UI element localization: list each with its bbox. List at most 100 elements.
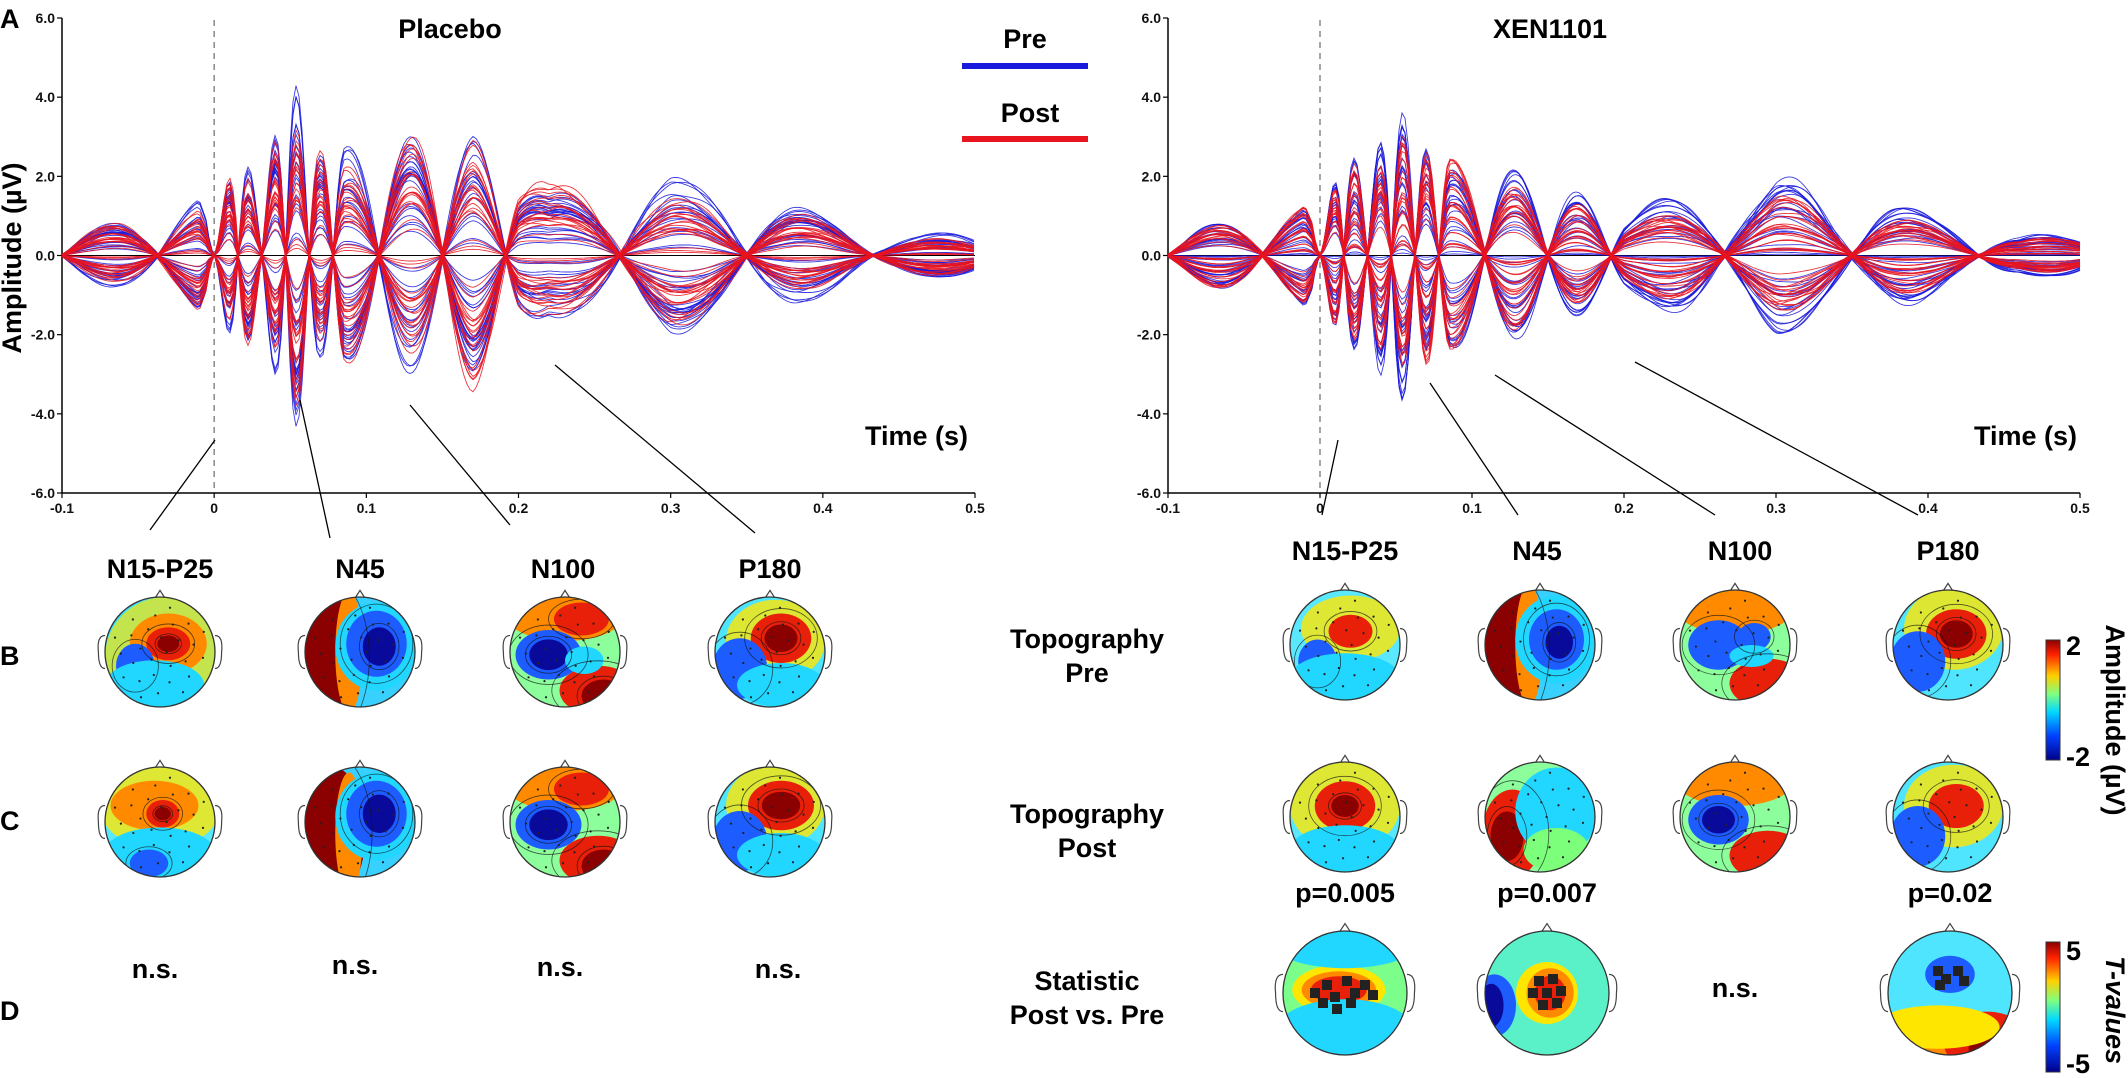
electrode-dot bbox=[1530, 651, 1533, 654]
electrode-dot bbox=[184, 660, 187, 663]
electrode-dot bbox=[331, 788, 334, 791]
electrode-dot bbox=[138, 680, 141, 683]
map-blob bbox=[581, 679, 620, 707]
y-tick-label: 6.0 bbox=[1142, 10, 1162, 26]
electrode-dot bbox=[319, 822, 322, 825]
electrode-dot bbox=[381, 691, 385, 694]
electrode-dot bbox=[371, 623, 374, 626]
legend-post-label: Post bbox=[1001, 98, 1060, 128]
electrode-dot bbox=[160, 806, 163, 809]
y-tick-label: -2.0 bbox=[31, 327, 55, 343]
electrode-dot bbox=[1901, 629, 1905, 632]
map-blob bbox=[1729, 658, 1790, 700]
left-ear bbox=[1672, 627, 1681, 663]
electrode-dot bbox=[360, 806, 363, 809]
electrode-dot bbox=[1940, 666, 1943, 670]
electrode-dot bbox=[1713, 673, 1716, 676]
stat-label: n.s. bbox=[1712, 973, 1759, 1003]
left-ear bbox=[1672, 799, 1681, 835]
component-connector-line bbox=[554, 364, 756, 534]
electrode-dot bbox=[365, 650, 368, 654]
xen1101-butterfly-plot: XEN1101 Time (s) 6.0 4.0 2.0 0.0 -2.0 -4.0 -6.… bbox=[1137, 10, 2090, 516]
electrode-dot bbox=[573, 776, 577, 779]
electrode-dot bbox=[1735, 801, 1738, 804]
electrode-dot bbox=[1536, 685, 1540, 688]
right-ear bbox=[824, 634, 833, 670]
electrode-dot bbox=[1989, 649, 1993, 652]
y-tick-label: -4.0 bbox=[31, 406, 55, 422]
electrode-dot bbox=[338, 850, 341, 853]
electrode-dot bbox=[1762, 615, 1765, 618]
electrode-dot bbox=[760, 658, 763, 661]
left-ear bbox=[297, 804, 306, 840]
contour-line bbox=[305, 597, 370, 707]
significant-cluster bbox=[1310, 976, 1378, 1014]
electrode-dot bbox=[1337, 666, 1340, 670]
cluster-marker bbox=[1534, 976, 1544, 986]
stat-p-value: p=0.007 bbox=[1497, 878, 1597, 908]
electrode-dot bbox=[1935, 793, 1938, 796]
contour-line bbox=[1721, 825, 1790, 872]
electrode-dot bbox=[1975, 668, 1979, 671]
electrode-dot bbox=[518, 806, 522, 809]
colorbar-amplitude: 2 -2 Amplitude (µV) bbox=[2045, 624, 2128, 816]
map-blob bbox=[565, 646, 604, 674]
head-outline bbox=[1484, 761, 1596, 873]
colorbar-amplitude-label: Amplitude (µV) bbox=[2100, 624, 2128, 815]
electrode-dot bbox=[1777, 795, 1780, 798]
electrode-dot bbox=[1512, 826, 1515, 830]
electrode-dot bbox=[1956, 599, 1960, 602]
electrode-dot bbox=[794, 830, 797, 833]
electrode-dot bbox=[1776, 649, 1780, 652]
significant-cluster bbox=[1528, 974, 1566, 1010]
electrode-dot bbox=[1353, 599, 1357, 602]
electrode-dot bbox=[1341, 685, 1345, 688]
electrode-dot bbox=[1567, 615, 1570, 618]
contour-line bbox=[525, 635, 573, 674]
left-ear bbox=[1477, 799, 1486, 835]
electrode-dot bbox=[740, 804, 743, 807]
electrode-dot bbox=[401, 656, 405, 659]
row-label-pre-line2: Pre bbox=[1065, 658, 1109, 688]
left-ear bbox=[1885, 799, 1894, 835]
electrode-dot bbox=[544, 817, 547, 820]
contour-line bbox=[715, 804, 774, 877]
chart-title-placebo: Placebo bbox=[398, 14, 502, 44]
head-outline bbox=[1484, 930, 1610, 1056]
right-ear bbox=[2002, 627, 2011, 663]
electrode-dot bbox=[1323, 673, 1326, 676]
electrode-dot bbox=[1980, 636, 1983, 639]
electrode-dot bbox=[592, 622, 595, 625]
topography-map bbox=[1885, 754, 2011, 873]
electrode-dot bbox=[544, 866, 548, 869]
electrode-dot bbox=[1298, 801, 1302, 804]
electrode-dot bbox=[749, 647, 752, 650]
electrode-dot bbox=[160, 636, 163, 639]
map-blob bbox=[1331, 795, 1359, 817]
electrode-dot bbox=[402, 630, 405, 633]
trace-line bbox=[1167, 158, 2081, 347]
electrode-dot bbox=[156, 862, 160, 865]
electrode-dot bbox=[802, 643, 805, 646]
component-connector-line bbox=[1321, 439, 1339, 516]
electrode-dot bbox=[1740, 643, 1743, 647]
electrode-dot bbox=[1532, 666, 1535, 670]
electrode-dot bbox=[1990, 795, 1993, 798]
electrode-dot bbox=[187, 622, 190, 625]
electrode-dot bbox=[597, 813, 600, 816]
contour-line bbox=[1523, 602, 1590, 677]
left-ear bbox=[1282, 799, 1291, 835]
electrode-dot bbox=[1377, 636, 1380, 639]
electrode-dot bbox=[742, 831, 745, 835]
electrode-dot bbox=[1332, 621, 1335, 624]
legend-pre-label: Pre bbox=[1003, 24, 1047, 54]
electrode-dot bbox=[381, 861, 385, 864]
electrode-dot bbox=[384, 660, 387, 663]
right-ear bbox=[214, 634, 223, 670]
electrode-dot bbox=[1540, 629, 1543, 632]
electrode-dot bbox=[576, 793, 579, 796]
contour-line bbox=[142, 796, 183, 831]
y-tick-label: 4.0 bbox=[36, 89, 56, 105]
electrode-dot bbox=[156, 692, 160, 695]
trace-line bbox=[1167, 160, 2081, 348]
